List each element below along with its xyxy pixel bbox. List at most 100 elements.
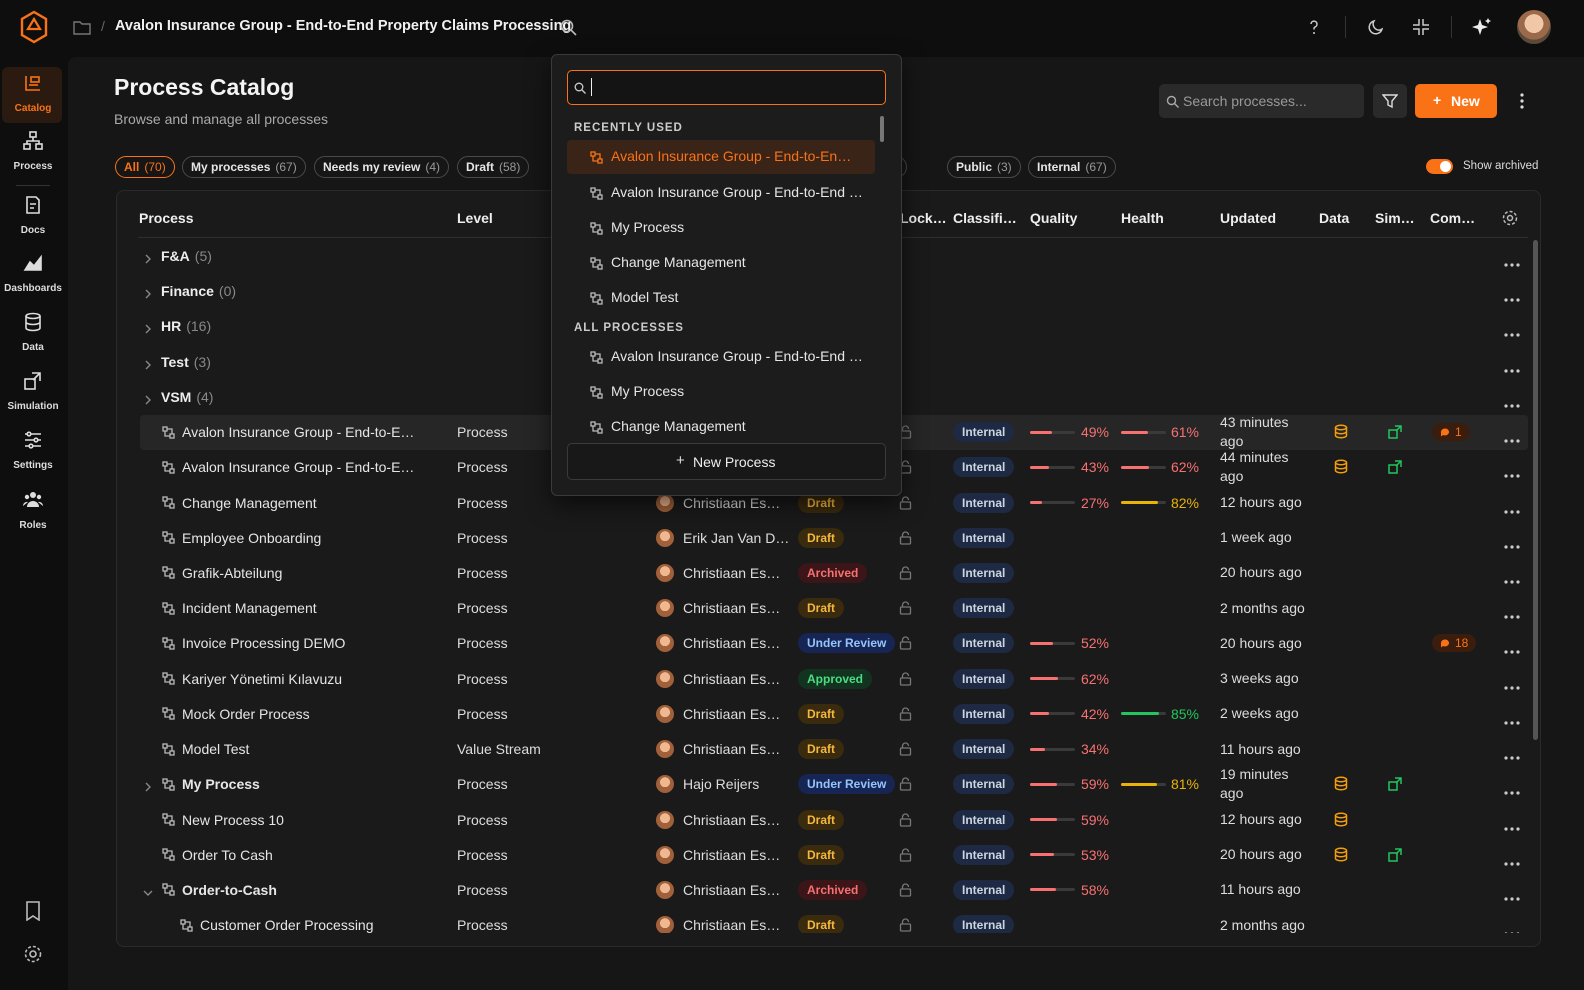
- column-header[interactable]: Process: [139, 210, 194, 226]
- row-menu[interactable]: [1504, 465, 1520, 478]
- row-menu[interactable]: [1504, 430, 1520, 443]
- dropdown-item[interactable]: Change Management: [611, 254, 746, 270]
- dropdown-item[interactable]: My Process: [611, 383, 685, 399]
- expand-chevron[interactable]: [143, 251, 153, 264]
- column-header[interactable]: Lock…: [900, 210, 947, 226]
- row-menu[interactable]: [1504, 536, 1520, 549]
- expand-chevron[interactable]: [143, 357, 153, 370]
- row-menu[interactable]: [1504, 712, 1520, 725]
- process-name[interactable]: Avalon Insurance Group - End-to-E…: [182, 459, 415, 476]
- nav-label[interactable]: Docs: [20, 225, 46, 236]
- filter-button[interactable]: [1373, 84, 1407, 118]
- column-header[interactable]: Updated: [1220, 210, 1276, 226]
- dropdown-item[interactable]: Avalon Insurance Group - End-to-En…: [611, 148, 852, 164]
- nav-label[interactable]: Settings: [13, 460, 53, 471]
- row-menu[interactable]: [1504, 606, 1520, 619]
- expand-chevron[interactable]: [143, 321, 153, 334]
- row-menu[interactable]: [1504, 395, 1520, 408]
- nav-label[interactable]: Catalog: [14, 103, 52, 114]
- dropdown-item[interactable]: Avalon Insurance Group - End-to-End …: [611, 348, 863, 364]
- nav-label[interactable]: Process: [13, 161, 53, 172]
- new-button[interactable]: [1415, 84, 1497, 118]
- column-header[interactable]: Classifi…: [953, 210, 1017, 226]
- breadcrumb-title[interactable]: Avalon Insurance Group - End-to-End Prop…: [115, 18, 572, 34]
- row-menu[interactable]: [1504, 501, 1520, 514]
- filter-chip[interactable]: Internal (67): [1028, 156, 1116, 178]
- dropdown-item[interactable]: Model Test: [611, 289, 679, 305]
- row-menu[interactable]: [1504, 923, 1520, 933]
- process-name[interactable]: Grafik-Abteilung: [182, 564, 283, 581]
- process-name[interactable]: Kariyer Yönetimi Kılavuzu: [182, 670, 343, 687]
- column-header[interactable]: Com…: [1430, 210, 1476, 226]
- folder-icon[interactable]: [73, 19, 91, 35]
- nav-label[interactable]: Roles: [19, 520, 47, 531]
- logo[interactable]: [18, 10, 50, 44]
- icon-shape: [1516, 333, 1520, 338]
- nav-label[interactable]: Data: [22, 342, 44, 353]
- nav-label[interactable]: Simulation: [7, 401, 59, 412]
- column-header[interactable]: Level: [457, 210, 493, 226]
- filter-chip[interactable]: Draft (58): [457, 156, 530, 178]
- process-name[interactable]: My Process: [182, 776, 260, 793]
- filter-chip[interactable]: Needs my review (4): [314, 156, 450, 178]
- bookmark-icon[interactable]: [24, 901, 42, 921]
- new-process-button[interactable]: [567, 443, 886, 480]
- search-box[interactable]: [1159, 84, 1364, 118]
- row-menu[interactable]: [1504, 888, 1520, 901]
- dropdown-item[interactable]: Change Management: [611, 418, 746, 434]
- row-menu[interactable]: [1504, 324, 1520, 338]
- expand-chevron[interactable]: [143, 286, 153, 299]
- theme-icon[interactable]: [1367, 18, 1385, 36]
- row-menu[interactable]: [1504, 782, 1520, 795]
- updated: 11 hours ago: [1220, 740, 1301, 757]
- user-avatar[interactable]: [1517, 10, 1551, 44]
- dropdown-item[interactable]: Avalon Insurance Group - End-to-End …: [611, 184, 863, 200]
- process-name[interactable]: Order-to-Cash: [182, 881, 277, 898]
- filter-chip[interactable]: Public (3): [947, 156, 1021, 178]
- row-menu[interactable]: [1504, 641, 1520, 655]
- dropdown-input[interactable]: [567, 70, 886, 105]
- row-menu[interactable]: [1504, 360, 1520, 373]
- dropdown-item[interactable]: My Process: [611, 219, 685, 235]
- process-name[interactable]: Incident Management: [182, 600, 317, 617]
- expand-chevron[interactable]: [143, 779, 153, 792]
- row-menu[interactable]: [1504, 571, 1520, 584]
- process-name[interactable]: Customer Order Processing: [200, 917, 374, 933]
- column-header[interactable]: Data: [1319, 210, 1350, 226]
- row-menu[interactable]: [1504, 747, 1520, 760]
- row-menu[interactable]: [1504, 818, 1520, 831]
- row-menu[interactable]: [1504, 853, 1520, 866]
- help-icon[interactable]: [1305, 18, 1323, 36]
- icon-shape: [25, 431, 41, 449]
- expand-chevron[interactable]: [143, 392, 153, 405]
- icon-shape: [1388, 781, 1398, 792]
- column-header[interactable]: Quality: [1030, 210, 1078, 226]
- more-icon[interactable]: [1518, 92, 1526, 110]
- filter-chip[interactable]: My processes (67): [182, 156, 306, 178]
- process-name[interactable]: New Process 10: [182, 811, 284, 828]
- process-name[interactable]: Avalon Insurance Group - End-to-E…: [182, 424, 415, 441]
- row-menu[interactable]: [1504, 289, 1520, 302]
- column-header[interactable]: Sim…: [1375, 210, 1415, 226]
- process-name[interactable]: Change Management: [182, 494, 317, 511]
- row-menu[interactable]: [1504, 254, 1520, 267]
- process-name[interactable]: Employee Onboarding: [182, 529, 322, 546]
- ai-icon[interactable]: [1472, 17, 1492, 37]
- process-name[interactable]: Model Test: [182, 741, 250, 758]
- column-header[interactable]: Health: [1121, 210, 1164, 226]
- expand-chevron[interactable]: [143, 885, 153, 896]
- icon-shape: [899, 566, 912, 580]
- filter-chip[interactable]: All (70): [115, 156, 175, 178]
- comments-badge[interactable]: 1: [1432, 423, 1470, 442]
- dropdown-scrollbar: [880, 116, 884, 142]
- search-icon[interactable]: [560, 19, 577, 36]
- process-name[interactable]: Order To Cash: [182, 846, 273, 863]
- row-menu[interactable]: [1504, 677, 1520, 690]
- nav-label[interactable]: Dashboards: [4, 283, 62, 294]
- process-name[interactable]: Mock Order Process: [182, 705, 310, 722]
- settings-icon[interactable]: [23, 944, 43, 964]
- process-name[interactable]: Invoice Processing DEMO: [182, 635, 346, 652]
- compress-icon[interactable]: [1412, 18, 1430, 36]
- icon-shape: [23, 131, 43, 150]
- comments-badge[interactable]: 18: [1432, 634, 1477, 653]
